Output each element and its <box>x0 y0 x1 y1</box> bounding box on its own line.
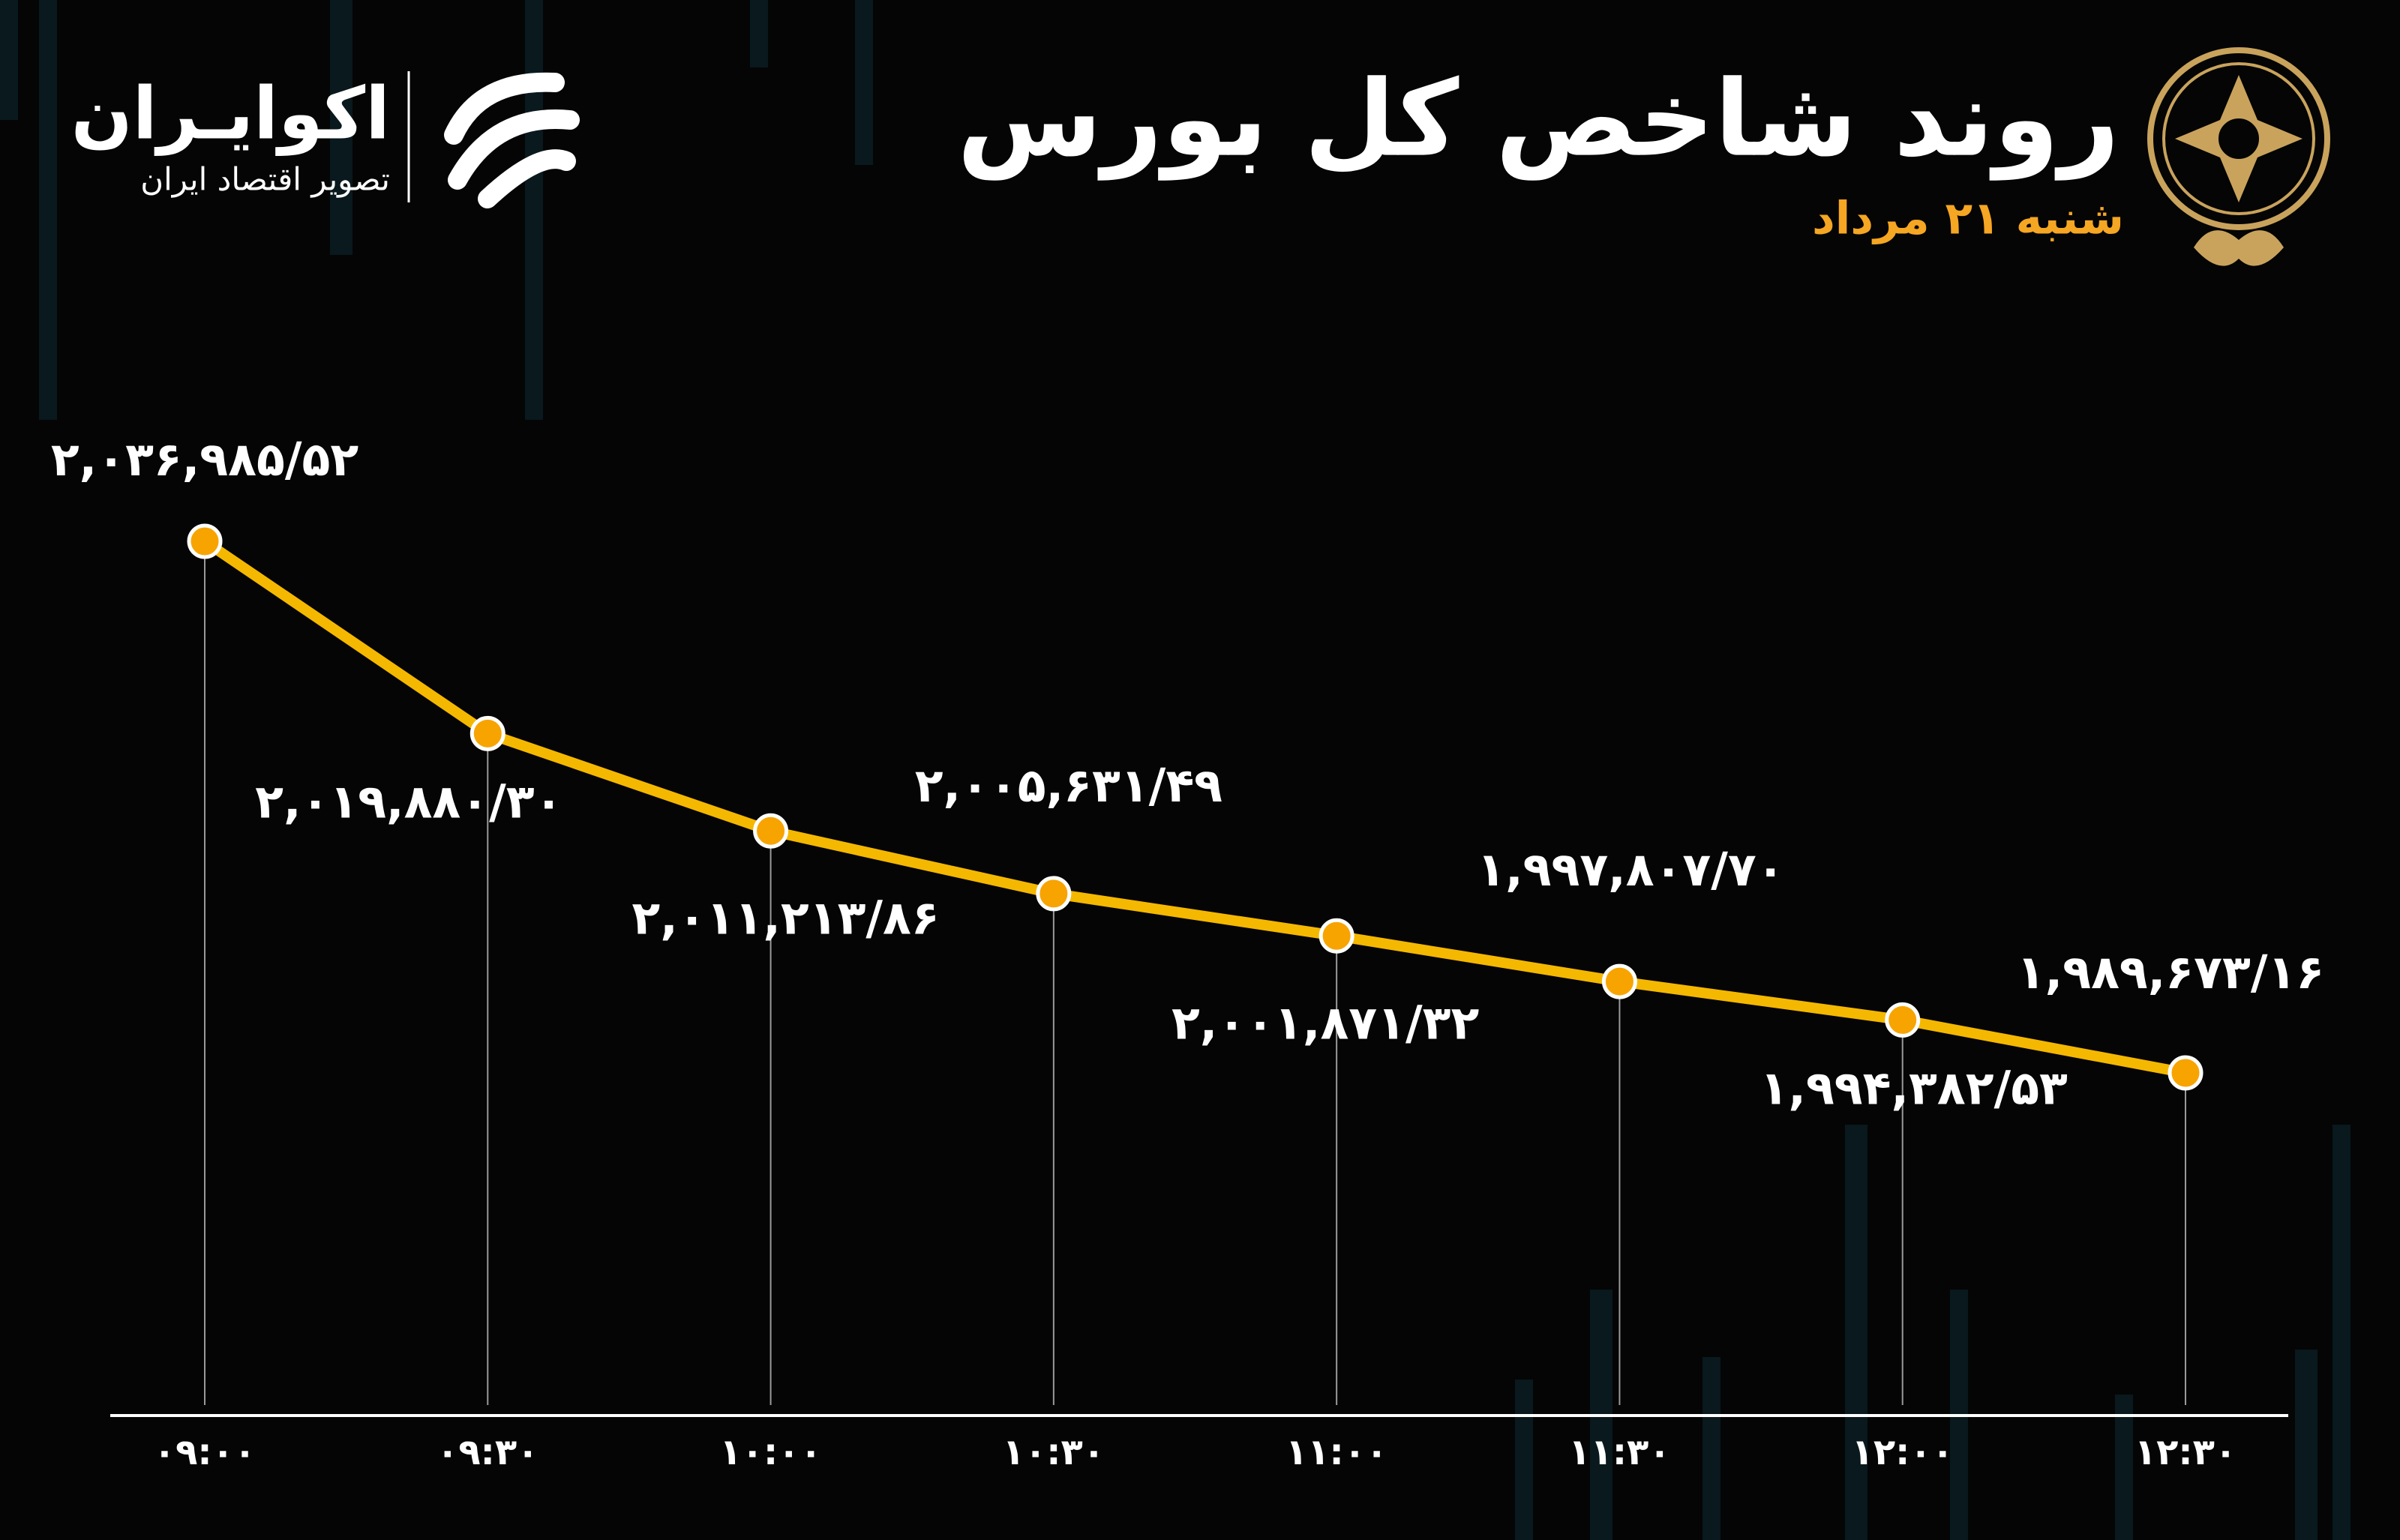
x-tick-label: ۱۰:۰۰ <box>719 1431 821 1473</box>
background-bar <box>2295 1350 2318 1540</box>
chart-subtitle: شنبه ۲۱ مرداد <box>1812 193 2124 245</box>
x-tick-label: ۱۰:۳۰ <box>1003 1431 1105 1473</box>
data-label: ۱,۹۹۷,۸۰۷/۷۰ <box>1477 842 1784 897</box>
chart-title: روند شاخص کل بورس <box>957 58 2120 181</box>
emblem <box>2147 47 2330 266</box>
background-bar <box>2332 1125 2350 1540</box>
x-tick-label: ۱۲:۰۰ <box>1852 1431 1954 1473</box>
x-tick-label: ۱۱:۰۰ <box>1286 1431 1388 1473</box>
x-tick-label: ۱۲:۳۰ <box>2134 1431 2236 1473</box>
data-label: ۲,۰۰۱,۸۷۱/۳۲ <box>1172 995 1479 1050</box>
background-bar <box>39 0 57 420</box>
data-point <box>470 715 506 751</box>
data-point <box>753 813 789 849</box>
data-point <box>1885 1002 1921 1038</box>
data-point <box>187 523 223 559</box>
x-tick-label: ۱۱:۳۰ <box>1568 1431 1670 1473</box>
background-bar <box>1702 1357 1720 1540</box>
data-label: ۲,۰۱۹,۸۸۰/۳۰ <box>255 774 562 828</box>
data-point <box>2168 1055 2204 1091</box>
x-tick-label: ۰۹:۳۰ <box>436 1431 538 1473</box>
data-label: ۱,۹۹۴,۳۸۲/۵۳ <box>1760 1061 2068 1116</box>
background-bar <box>1845 1125 1868 1540</box>
brand-logo <box>407 71 580 208</box>
x-tick-label: ۰۹:۰۰ <box>154 1431 256 1473</box>
background-bar <box>1515 1380 1533 1540</box>
brand-name: اکوایـران <box>71 71 390 156</box>
data-point <box>1036 876 1072 912</box>
series-line <box>202 537 2187 1078</box>
data-label: ۲,۰۱۱,۲۱۳/۸۶ <box>632 890 939 945</box>
background-bar <box>2115 1395 2133 1540</box>
background-bar <box>330 0 352 255</box>
background-bar <box>855 0 873 165</box>
background-bar <box>0 0 18 120</box>
data-point <box>1318 918 1354 954</box>
data-point <box>1601 963 1637 999</box>
brand-tagline: تصویر اقتصاد ایران <box>140 161 390 198</box>
data-label: ۲,۰۰۵,۶۳۱/۴۹ <box>915 758 1222 813</box>
background-bar <box>525 0 543 420</box>
background-bar <box>750 0 768 67</box>
data-label: ۲,۰۳۶,۹۸۵/۵۲ <box>51 432 358 487</box>
data-label: ۱,۹۸۹,۶۷۳/۱۶ <box>2017 945 2324 999</box>
brand-mark <box>444 72 580 208</box>
